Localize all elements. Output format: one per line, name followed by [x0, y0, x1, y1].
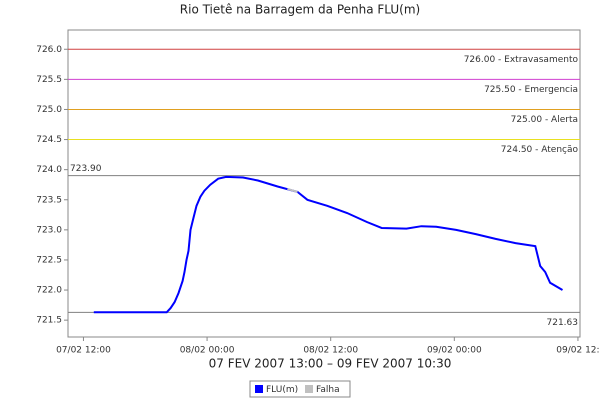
y-tick-label: 721.5 [36, 316, 62, 326]
series-line [287, 187, 298, 193]
y-tick-label: 726.0 [36, 45, 62, 55]
legend [249, 380, 351, 398]
chart-title: Rio Tietê na Barragem da Penha FLU(m) [180, 3, 420, 17]
legend-swatch [305, 385, 313, 393]
y-tick-label: 724.0 [36, 165, 62, 175]
x-tick-label: 07/02 12:00 [56, 346, 111, 356]
plot-area [67, 29, 581, 338]
y-tick-label: 723.0 [36, 225, 62, 235]
reference-label: 725.00 - Alerta [511, 115, 578, 125]
series-line [93, 175, 564, 314]
x-tick-label: 09/02 12: [556, 346, 599, 356]
y-tick-label: 722.5 [36, 255, 62, 265]
reference-label: 723.90 [70, 164, 102, 174]
reference-label: 721.63 [547, 318, 579, 328]
reference-label: 725.50 - Emergencia [484, 85, 578, 95]
reference-label: 724.50 - Atenção [501, 145, 579, 155]
legend-label: FLU(m) [266, 385, 298, 395]
legend-swatch [255, 385, 263, 393]
x-tick-label: 09/02 00:00 [427, 346, 482, 356]
x-tick-label: 08/02 00:00 [180, 346, 235, 356]
y-tick-label: 725.5 [36, 75, 62, 85]
chart-subtitle: 07 FEV 2007 13:00 – 09 FEV 2007 10:30 [209, 357, 452, 371]
reference-label: 726.00 - Extravasamento [464, 55, 579, 65]
x-tick-label: 08/02 12:00 [303, 346, 358, 356]
y-tick-label: 725.0 [36, 105, 62, 115]
y-tick-label: 723.5 [36, 195, 62, 205]
y-tick-label: 724.5 [36, 135, 62, 145]
legend-label: Falha [316, 385, 340, 395]
y-tick-label: 722.0 [36, 286, 62, 296]
